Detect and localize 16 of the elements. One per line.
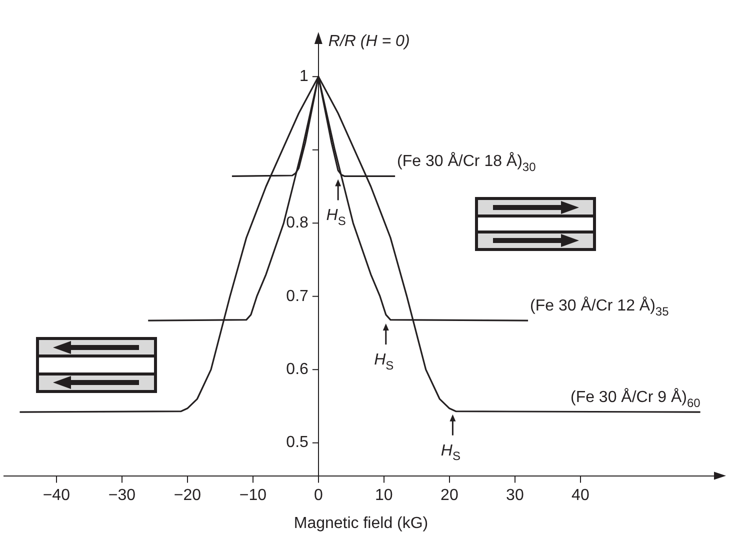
x-tick-label: 20 — [440, 486, 458, 504]
y-tick-label: 0.5 — [286, 434, 309, 452]
x-tick-label: 0 — [314, 486, 323, 504]
y-tick-label: 0.8 — [286, 214, 309, 232]
x-tick-label: 30 — [506, 486, 524, 504]
x-tick-label: −40 — [42, 486, 70, 504]
x-axis-title: Magnetic field (kG) — [294, 515, 428, 532]
y-tick-label: 0.7 — [286, 288, 309, 305]
x-tick-label: −20 — [174, 486, 202, 504]
y-tick-label: 1 — [300, 68, 309, 86]
x-tick-label: −10 — [239, 486, 267, 504]
y-axis-title: R/R (H = 0) — [328, 33, 410, 50]
x-tick-label: −30 — [108, 486, 136, 504]
x-tick-label: 10 — [375, 486, 393, 504]
y-tick-label: 0.6 — [286, 361, 309, 378]
x-tick-label: 40 — [572, 486, 590, 504]
